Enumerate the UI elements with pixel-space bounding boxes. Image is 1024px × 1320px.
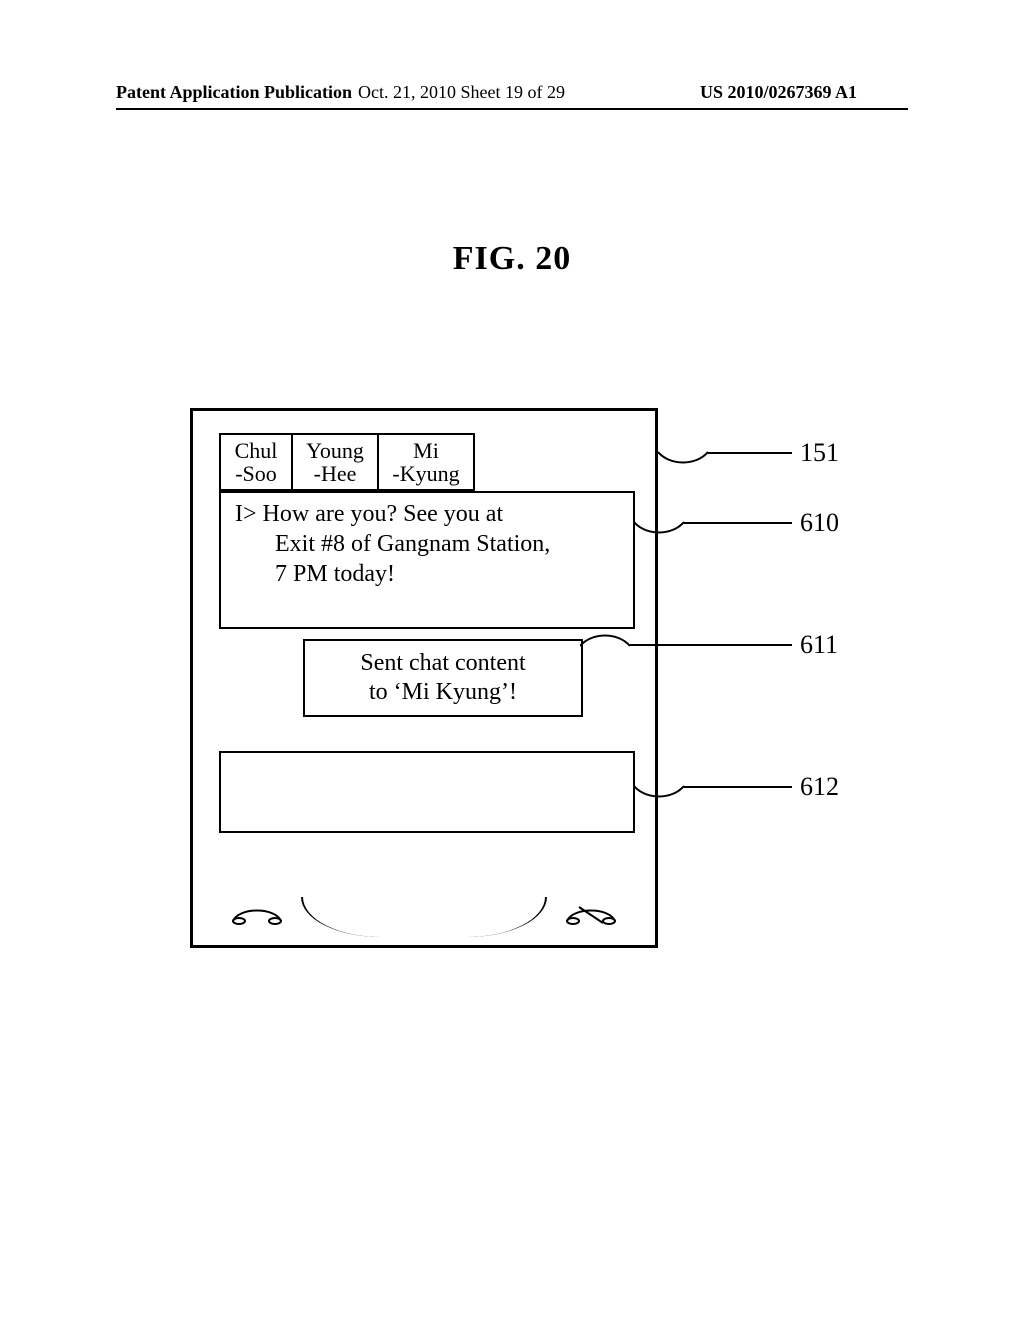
chat-line: Exit #8 of Gangnam Station,	[235, 529, 619, 559]
tabs-row: Chul -Soo Young -Hee Mi -Kyung	[219, 433, 475, 491]
notice-popup: Sent chat content to ‘Mi Kyung’!	[303, 639, 583, 717]
ref-label-151: 151	[800, 438, 839, 468]
call-icon[interactable]	[229, 901, 285, 929]
chat-line: I> How are you? See you at	[235, 499, 619, 529]
header-right: US 2010/0267369 A1	[700, 82, 857, 103]
leader-swoosh-612	[634, 782, 684, 800]
leader-swoosh-611	[580, 634, 630, 652]
end-call-icon[interactable]	[563, 901, 619, 929]
leader-line-151	[708, 452, 792, 454]
softkey-row	[193, 889, 655, 929]
header-rule	[116, 108, 908, 110]
device-frame: Chul -Soo Young -Hee Mi -Kyung I> How ar…	[190, 408, 658, 948]
tab-label-line1: Chul	[235, 439, 278, 462]
chat-content-box: I> How are you? See you at Exit #8 of Ga…	[219, 491, 635, 629]
softkey-divider-right	[417, 897, 547, 937]
softkey-divider-left	[301, 897, 431, 937]
tab-label-line2: -Hee	[314, 462, 357, 485]
leader-swoosh-151	[658, 448, 708, 466]
ref-label-610: 610	[800, 508, 839, 538]
tab-label-line1: Young	[306, 439, 364, 462]
leader-swoosh-610	[634, 518, 684, 536]
leader-line-611	[630, 644, 792, 646]
tab-label-line2: -Kyung	[392, 462, 459, 485]
tab-chul-soo[interactable]: Chul -Soo	[219, 433, 293, 491]
tab-label-line2: -Soo	[235, 462, 277, 485]
message-input[interactable]	[219, 751, 635, 833]
header-left: Patent Application Publication	[116, 82, 352, 103]
notice-line: to ‘Mi Kyung’!	[369, 678, 517, 707]
leader-line-612	[684, 786, 792, 788]
header-mid: Oct. 21, 2010 Sheet 19 of 29	[358, 82, 565, 103]
ref-label-611: 611	[800, 630, 838, 660]
tab-label-line1: Mi	[413, 439, 439, 462]
tab-young-hee[interactable]: Young -Hee	[293, 433, 379, 491]
notice-line: Sent chat content	[360, 649, 525, 678]
leader-line-610	[684, 522, 792, 524]
tab-mi-kyung[interactable]: Mi -Kyung	[379, 433, 475, 491]
chat-line: 7 PM today!	[235, 559, 619, 589]
ref-label-612: 612	[800, 772, 839, 802]
figure-title: FIG. 20	[0, 240, 1024, 278]
